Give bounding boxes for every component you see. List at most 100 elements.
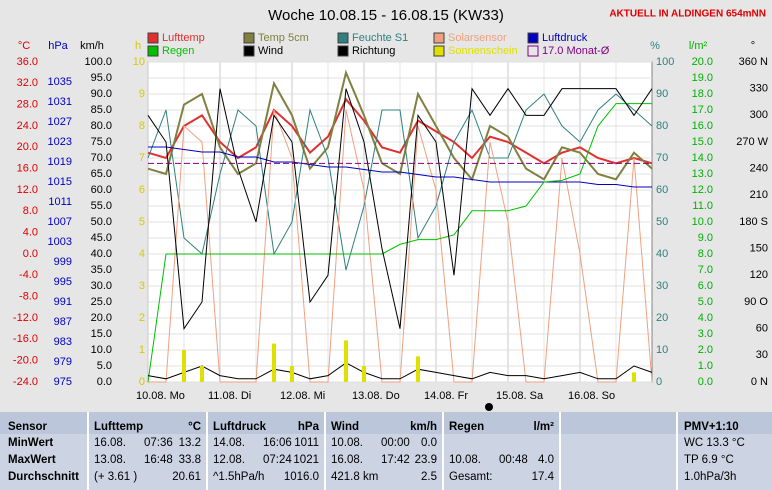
y-tick-label: 983 — [54, 336, 72, 348]
sunshine-bar — [290, 366, 294, 382]
table-header-bg — [0, 412, 772, 434]
series-line — [148, 109, 653, 383]
series-line — [147, 93, 653, 271]
cell: 13.08. — [94, 454, 126, 466]
y-tick-label: 8.0 — [698, 248, 713, 260]
table: Sensor MinWert MaxWert Durchschnitt Lufttemp… — [8, 421, 745, 483]
axis-title: % — [650, 40, 660, 52]
x-tick-label: 16.08. So — [568, 390, 615, 402]
cell: 33.8 — [179, 454, 201, 466]
row-label: MinWert — [8, 437, 53, 449]
y-tick-label: 80.0 — [91, 120, 112, 132]
y-tick-label: 100.0 — [84, 56, 112, 68]
legend-label: Lufttemp — [162, 32, 205, 44]
legend-label: 17.0 Monat-Ø — [542, 45, 610, 57]
y-tick-label: 987 — [54, 316, 72, 328]
series-line — [148, 146, 652, 188]
y-tick-label: 12.0 — [692, 184, 713, 196]
y-tick-label: 15.0 — [692, 136, 713, 148]
sunshine-bar — [344, 340, 348, 382]
sunshine-bar — [362, 366, 366, 382]
legend-label: Sonnenschein — [448, 45, 518, 57]
series-line — [147, 97, 653, 165]
y-tick-label: 16.0 — [692, 120, 713, 132]
legend-swatch — [527, 32, 539, 44]
y-tick-label: -20.0 — [13, 355, 38, 367]
y-tick-label: 14.0 — [692, 152, 713, 164]
y-tick-label: -12.0 — [13, 312, 38, 324]
cell: 1016.0 — [284, 471, 319, 483]
chart-title: Woche 10.08.15 - 16.08.15 (KW33) — [268, 7, 504, 24]
y-tick-label: 1027 — [48, 116, 72, 128]
legend-swatch — [337, 32, 349, 44]
column-title: Luftdruck — [213, 421, 267, 433]
y-tick-label: 991 — [54, 296, 72, 308]
column-unit: hPa — [298, 421, 320, 433]
cell: 2.5 — [421, 471, 437, 483]
legend-label: Wind — [258, 45, 283, 57]
cell: 1011 — [294, 437, 319, 449]
y-tick-label: 1035 — [48, 76, 72, 88]
y-tick-label: 7 — [139, 152, 145, 164]
y-tick-label: 12.0 — [17, 184, 38, 196]
y-tick-label: 6 — [139, 184, 145, 196]
y-tick-label: -4.0 — [19, 269, 38, 281]
cell: 0.0 — [421, 437, 437, 449]
y-tick-label: 975 — [54, 376, 72, 388]
y-tick-label: 35.0 — [91, 264, 112, 276]
y-tick-label: 979 — [54, 356, 72, 368]
axis-title: km/h — [80, 40, 104, 52]
y-tick-label: 0.0 — [698, 376, 713, 388]
nav-dot[interactable] — [485, 403, 493, 411]
y-tick-label: 9 — [139, 88, 145, 100]
series-line — [147, 87, 653, 331]
y-tick-label: 60.0 — [91, 184, 112, 196]
y-tick-label: 13.0 — [692, 168, 713, 180]
y-tick-label: 9.0 — [698, 232, 713, 244]
series-line — [147, 362, 653, 380]
y-tick-label: 0.0 — [97, 376, 112, 388]
y-tick-label: 55.0 — [91, 200, 112, 212]
legend-label: Regen — [162, 45, 194, 57]
axis-title: h — [135, 40, 141, 52]
y-tick-label: 1019 — [48, 156, 72, 168]
column-title: Wind — [331, 421, 359, 433]
axis-title: l/m² — [689, 40, 708, 52]
cell: 07:36 — [144, 437, 173, 449]
y-tick-label: 65.0 — [91, 168, 112, 180]
row-label: Durchschnitt — [8, 471, 79, 483]
legend-swatch — [527, 45, 539, 57]
legend-swatch — [147, 45, 159, 57]
legend-swatch — [243, 45, 255, 57]
y-tick-label: 1015 — [48, 176, 72, 188]
legend-swatch — [433, 32, 445, 44]
y-tick-label: 3.0 — [698, 328, 713, 340]
cell: 1.0hPa/3h — [684, 471, 736, 483]
sunshine-bar — [416, 356, 420, 382]
y-tick-label: -24.0 — [13, 376, 38, 388]
cell: 23.9 — [415, 454, 437, 466]
cell: (+ 3.61 ) — [94, 471, 137, 483]
cell: TP 6.9 °C — [684, 454, 734, 466]
legend-label: Solarsensor — [448, 32, 507, 44]
y-tick-label: 15.0 — [91, 328, 112, 340]
y-tick-label: 1031 — [48, 96, 72, 108]
y-tick-label: 60 — [756, 323, 768, 335]
cell: WC 13.3 °C — [684, 437, 745, 449]
cell: 17:42 — [381, 454, 410, 466]
legend-label: Feuchte S1 — [352, 32, 408, 44]
y-tick-label: 1023 — [48, 136, 72, 148]
y-tick-label: 360 N — [739, 56, 768, 68]
row-label: MaxWert — [8, 454, 56, 466]
cell: 12.08. — [213, 454, 245, 466]
y-tick-label: 50.0 — [91, 216, 112, 228]
sunshine-bar — [182, 350, 186, 382]
y-tick-label: 1011 — [48, 196, 72, 208]
table-dividers — [87, 412, 678, 490]
y-tick-label: 10.0 — [692, 216, 713, 228]
y-tick-label: 1.0 — [698, 360, 713, 372]
y-tick-label: 8 — [139, 120, 145, 132]
cell: 10.08. — [331, 437, 363, 449]
y-tick-label: 80 — [656, 120, 668, 132]
y-tick-label: 1 — [139, 344, 145, 356]
